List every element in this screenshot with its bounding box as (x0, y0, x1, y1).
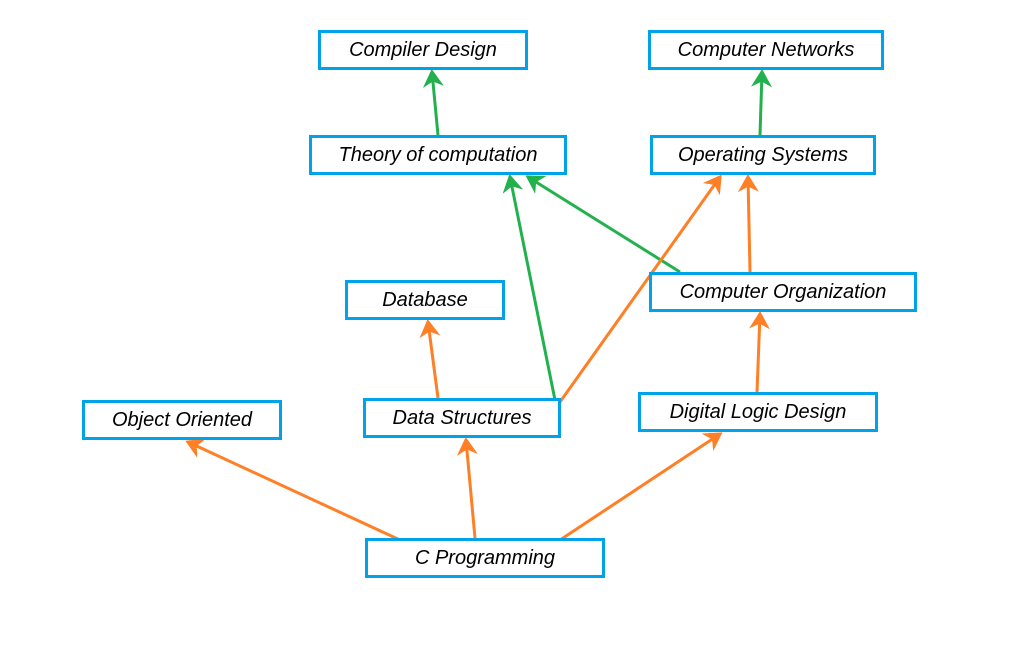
edge-cprog-to-oo (188, 442, 400, 540)
edge-dld-to-corg (757, 314, 760, 392)
node-cprog: C Programming (365, 538, 605, 578)
node-db: Database (345, 280, 505, 320)
edge-ds-to-db (428, 322, 438, 398)
edge-corg-to-toc (528, 177, 680, 272)
node-os: Operating Systems (650, 135, 876, 175)
node-corg: Computer Organization (649, 272, 917, 312)
edge-os-to-networks (760, 72, 762, 135)
node-dld: Digital Logic Design (638, 392, 878, 432)
edge-cprog-to-dld (560, 434, 720, 540)
edge-corg-to-os (748, 177, 750, 272)
node-compiler: Compiler Design (318, 30, 528, 70)
edge-cprog-to-ds (466, 440, 475, 538)
node-toc: Theory of computation (309, 135, 567, 175)
node-networks: Computer Networks (648, 30, 884, 70)
node-ds: Data Structures (363, 398, 561, 438)
node-oo: Object Oriented (82, 400, 282, 440)
edge-ds-to-toc (510, 177, 555, 400)
edge-toc-to-compiler (432, 72, 438, 135)
